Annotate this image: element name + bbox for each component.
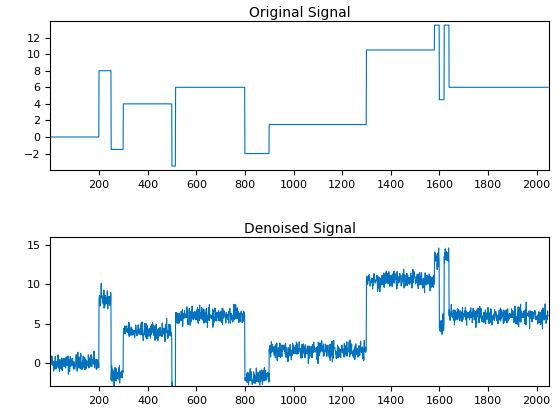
Title: Original Signal: Original Signal bbox=[249, 6, 351, 20]
Title: Denoised Signal: Denoised Signal bbox=[244, 222, 356, 236]
